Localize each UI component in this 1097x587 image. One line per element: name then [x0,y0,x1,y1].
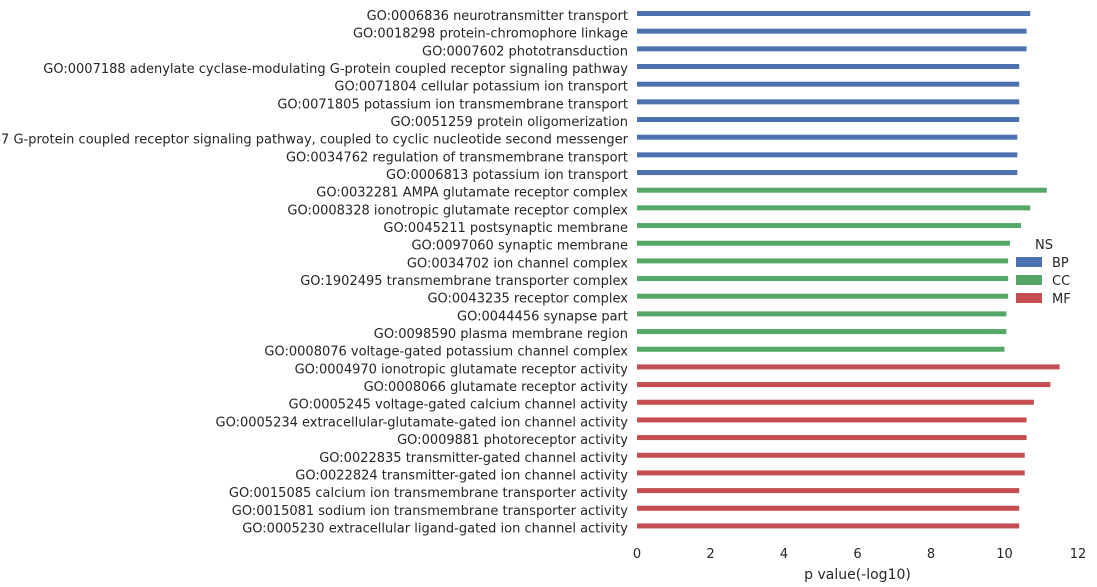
category-label: GO:0032281 AMPA glutamate receptor compl… [316,186,628,201]
x-tick-label: 2 [706,547,714,562]
legend-label-bp: BP [1052,256,1069,271]
category-label: GO:0006836 neurotransmitter transport [367,9,628,24]
bar-mf-27 [637,470,1025,476]
legend-title: NS [1035,238,1053,253]
legend-swatch-mf [1016,293,1042,303]
bar-mf-24 [637,417,1027,423]
category-label: GO:0004970 ionotropic glutamate receptor… [295,362,629,377]
bar-mf-25 [637,435,1027,441]
category-label: GO:0034702 ion channel complex [407,256,628,271]
bar-bp-10 [637,170,1018,176]
bar-mf-26 [637,452,1025,458]
category-label: GO:0022824 transmitter-gated ion channel… [295,468,628,483]
category-label: GO:0043235 receptor complex [427,292,628,307]
legend-label-mf: MF [1052,292,1071,307]
legend-swatch-bp [1016,257,1042,267]
bar-bp-3 [637,46,1027,52]
bar-cc-16 [637,276,1009,282]
category-label: GO:0007188 adenylate cyclase-modulating … [43,62,628,77]
bar-bp-2 [637,28,1027,34]
category-label: GO:0098590 plasma membrane region [374,327,628,342]
bar-bp-6 [637,99,1020,105]
bar-cc-14 [637,240,1011,246]
x-tick-label: 6 [853,547,861,562]
bar-mf-28 [637,488,1020,494]
category-label: GO:0097060 synaptic membrane [411,239,628,254]
x-tick-label: 12 [1070,547,1087,562]
category-label: GO:0008066 glutamate receptor activity [364,380,629,395]
legend: NS BP CC MF [1016,238,1071,307]
legend-swatch-cc [1016,275,1042,285]
category-labels: GO:0006836 neurotransmitter transport GO:… [0,9,629,536]
bar-cc-15 [637,258,1009,264]
bar-bp-7 [637,117,1020,123]
x-tick-label: 8 [927,547,935,562]
category-label: GO:0008076 voltage-gated potassium chann… [264,345,628,360]
bar-bp-4 [637,64,1020,70]
bars-group [637,11,1060,529]
bar-bp-5 [637,81,1020,87]
category-label: GO:0015085 calcium ion transmembrane tra… [229,486,628,501]
x-axis-ticks: 0 2 4 6 8 10 12 [633,547,1086,562]
bar-cc-13 [637,223,1022,229]
category-label: GO:0015081 sodium ion transmembrane tran… [232,504,628,519]
category-label: GO:0007187 G-protein coupled receptor si… [0,133,629,148]
x-tick-label: 0 [633,547,641,562]
category-label: GO:0051259 protein oligomerization [390,115,628,130]
bar-cc-11 [637,187,1047,193]
category-label: GO:0018298 protein-chromophore linkage [353,27,628,42]
x-tick-label: 10 [996,547,1013,562]
bar-cc-20 [637,346,1005,352]
bar-mf-29 [637,505,1020,511]
legend-label-cc: CC [1052,274,1070,289]
category-label: GO:0034762 regulation of transmembrane t… [286,150,628,165]
bar-mf-22 [637,382,1051,388]
category-label: GO:0009881 photoreceptor activity [397,433,628,448]
category-label: GO:0007602 phototransduction [422,44,628,59]
x-tick-label: 4 [780,547,788,562]
bar-cc-19 [637,329,1007,335]
bar-cc-12 [637,205,1031,211]
category-label: GO:0071804 cellular potassium ion transp… [334,80,628,95]
x-axis-title: p value(-log10) [804,567,911,583]
bar-mf-23 [637,399,1034,405]
category-label: GO:0071805 potassium ion transmembrane t… [277,97,628,112]
category-label: GO:1902495 transmembrane transporter com… [300,274,628,289]
category-label: GO:0022835 transmitter-gated channel act… [319,451,628,466]
category-label: GO:0005230 extracellular ligand-gated io… [242,521,628,536]
category-label: GO:0005245 voltage-gated calcium channel… [289,398,629,413]
category-label: GO:0044456 synapse part [457,309,628,324]
bar-bp-8 [637,134,1018,140]
category-label: GO:0005234 extracellular-glutamate-gated… [216,415,629,430]
category-label: GO:0045211 postsynaptic membrane [383,221,628,236]
bar-cc-17 [637,293,1009,299]
bar-mf-21 [637,364,1060,370]
category-label: GO:0008328 ionotropic glutamate receptor… [287,203,628,218]
bar-bp-1 [637,11,1031,16]
category-label: GO:0006813 potassium ion transport [386,168,628,183]
bar-mf-30 [637,523,1020,529]
bar-bp-9 [637,152,1018,158]
bar-cc-18 [637,311,1007,317]
